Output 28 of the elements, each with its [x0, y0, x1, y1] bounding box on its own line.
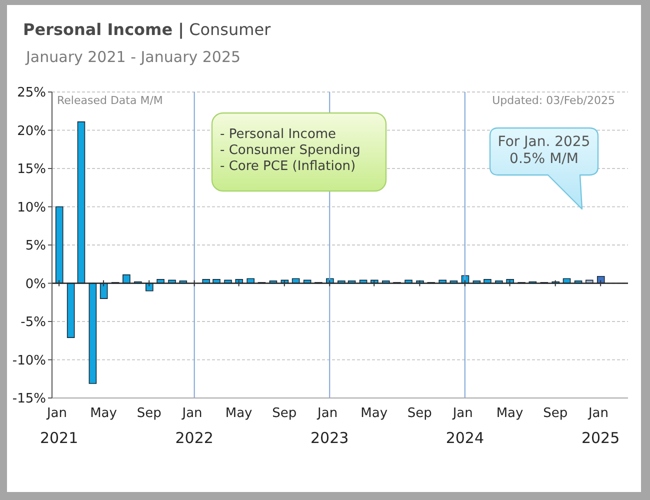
y-tick-label: 0%: [25, 276, 46, 292]
annotation: Released Data M/M: [57, 94, 163, 107]
y-tick-label: 15%: [17, 162, 46, 178]
x-tick-label: Jan 2022: [175, 406, 214, 447]
annotation: Updated: 03/Feb/2025: [492, 94, 615, 107]
x-tick-label: Jan 2023: [310, 406, 349, 447]
x-tick-label: Sep: [272, 406, 297, 421]
y-tick-label: 10%: [17, 200, 46, 216]
annotation: - Personal Income - Consumer Spending - Core PCE (Inflation): [220, 127, 360, 175]
chart-subtitle: January 2021 - January 2025: [26, 48, 241, 66]
y-tick-label: 25%: [17, 86, 46, 101]
x-tick-label: Sep: [543, 406, 568, 421]
x-tick-label: May: [496, 406, 524, 421]
chart-title: Personal Income | Consumer: [23, 20, 271, 39]
y-tick-label: -5%: [20, 315, 46, 330]
x-tick-label: May: [360, 406, 388, 421]
y-tick-label: -15%: [12, 392, 46, 407]
x-tick-label: May: [90, 406, 118, 421]
y-tick-label: 5%: [25, 238, 46, 254]
x-tick-label: Sep: [136, 406, 162, 421]
y-tick-label: -10%: [12, 353, 46, 368]
x-tick-label: May: [225, 406, 253, 421]
annotation: For Jan. 2025 0.5% M/M: [496, 134, 592, 168]
x-tick-label: Jan 2024: [446, 406, 484, 447]
x-tick-label: Jan 2025: [581, 406, 620, 447]
y-tick-label: 20%: [17, 124, 46, 139]
x-tick-label: Jan 2021: [40, 406, 78, 447]
x-tick-label: Sep: [407, 406, 432, 421]
